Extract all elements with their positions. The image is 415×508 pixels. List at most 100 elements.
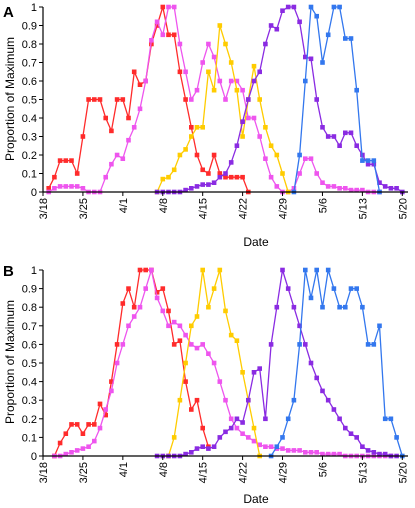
data-point [394, 186, 399, 191]
data-point [325, 134, 331, 139]
data-point [211, 360, 217, 366]
y-tick-label: 0.7 [22, 321, 37, 333]
data-point [297, 342, 302, 347]
data-point [297, 152, 302, 158]
data-point [246, 97, 251, 102]
data-point [154, 19, 160, 25]
data-point [177, 338, 183, 343]
data-point [268, 23, 274, 28]
data-point [223, 171, 228, 176]
data-point [200, 444, 205, 449]
data-point [114, 360, 120, 366]
data-point [297, 19, 302, 25]
data-point [251, 63, 257, 69]
data-point [200, 60, 205, 65]
y-tick-label: 0.9 [22, 21, 37, 33]
data-point [377, 451, 382, 457]
data-point [80, 134, 86, 139]
data-point [114, 342, 120, 347]
data-point [297, 448, 302, 453]
axes-a [39, 6, 408, 196]
data-point [126, 323, 131, 329]
data-point [80, 431, 86, 436]
data-point [69, 450, 74, 455]
data-point [360, 444, 365, 449]
data-point [257, 134, 262, 139]
data-point [331, 286, 337, 291]
data-point [360, 158, 365, 163]
data-point [160, 308, 166, 314]
data-point [337, 143, 342, 148]
data-point [274, 152, 280, 158]
x-tick-label: 3/25 [78, 462, 90, 483]
data-point [166, 4, 171, 10]
data-point [246, 397, 251, 403]
data-point [360, 187, 365, 193]
data-point [297, 323, 302, 329]
data-point [348, 187, 354, 193]
data-point [166, 174, 171, 180]
data-point [325, 184, 331, 189]
data-point [297, 171, 302, 176]
data-point [263, 416, 268, 422]
data-point [240, 370, 245, 375]
data-point [320, 304, 325, 310]
y-tick-label: 0.2 [22, 150, 37, 162]
y-tick-labels-a: 0 0.1 0.2 0.3 0.4 0.5 0.6 0.7 0.8 0.9 1 [22, 2, 37, 199]
y-tick-label: 0.9 [22, 284, 37, 296]
data-point [343, 130, 348, 136]
data-point [308, 156, 314, 161]
data-point [343, 304, 348, 310]
data-point [171, 319, 177, 325]
data-point [189, 407, 194, 412]
data-point [166, 32, 171, 38]
data-point [137, 267, 143, 273]
y-tick-label: 0.5 [22, 358, 37, 370]
data-point [120, 301, 126, 306]
data-point [194, 397, 200, 403]
series-line-a-5 [293, 4, 381, 193]
data-point [360, 304, 365, 310]
data-point [194, 314, 200, 319]
data-point [120, 156, 126, 161]
data-point [337, 4, 342, 10]
data-point [314, 97, 319, 102]
x-tick-label: 3/25 [78, 198, 90, 219]
data-point [92, 97, 97, 102]
data-point [206, 351, 211, 356]
data-point [217, 78, 223, 84]
data-point [246, 115, 251, 121]
data-point [274, 444, 280, 449]
data-point [63, 184, 69, 189]
data-point [234, 416, 240, 422]
x-tick-label: 4/22 [238, 198, 250, 219]
data-point [263, 125, 268, 130]
data-point [74, 448, 80, 453]
x-tick-label: 4/15 [198, 198, 210, 219]
series-line-b-4 [157, 269, 397, 457]
data-point [177, 323, 183, 329]
data-point [109, 379, 114, 384]
x-tick-label: 4/8 [158, 198, 170, 213]
data-point [200, 342, 205, 347]
data-point [354, 143, 359, 148]
y-tick-label: 0.6 [22, 76, 37, 88]
data-point [131, 125, 137, 130]
data-point [166, 308, 171, 314]
data-point [382, 451, 388, 457]
x-tick-labels-a: 3/18 3/25 4/1 4/8 4/15 4/22 4/29 5/6 5/13 5/20 [38, 198, 409, 219]
data-point [337, 186, 342, 191]
data-point [137, 82, 143, 87]
data-point [337, 416, 342, 422]
data-point [63, 158, 69, 163]
data-point [74, 171, 80, 176]
data-point [228, 78, 234, 84]
panel-a: A Proportion of Maximum Date 00.10.20.30… [3, 2, 409, 249]
data-point [109, 161, 114, 167]
data-point [69, 422, 74, 427]
data-point [268, 444, 274, 449]
data-point [189, 323, 194, 329]
data-point [308, 360, 314, 366]
data-point [143, 78, 148, 84]
data-point [251, 78, 257, 84]
